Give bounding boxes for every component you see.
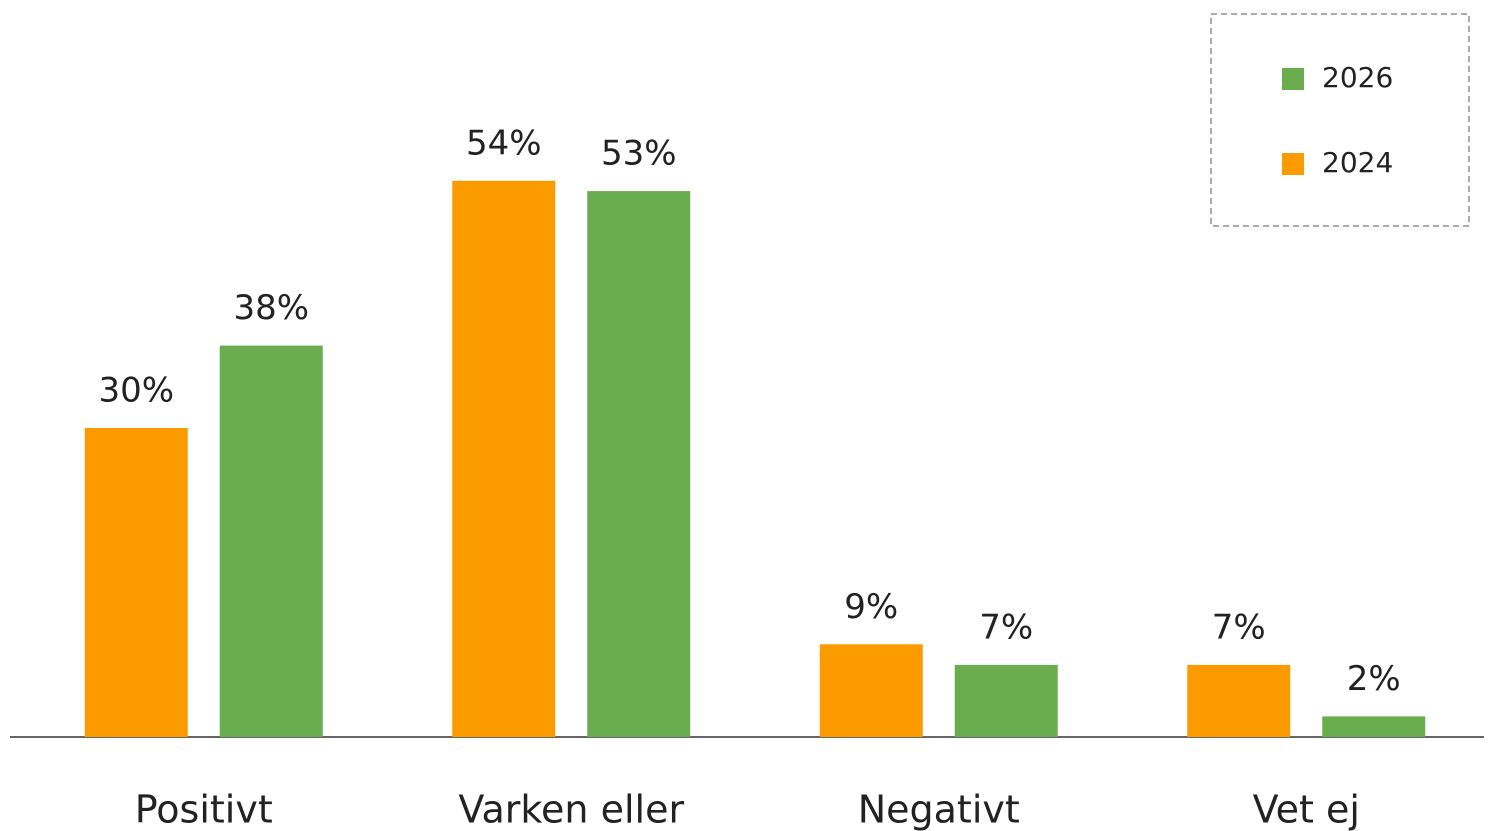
data-label: 38% [233,288,309,328]
data-label: 53% [601,134,677,174]
bar [819,644,923,737]
x-tick-label: Negativt [858,788,1020,831]
data-label: 30% [98,371,174,411]
bar [219,345,323,737]
bar [587,191,691,738]
legend-label: 2024 [1322,146,1393,179]
legend-swatch [1282,153,1304,175]
bar [954,664,1058,737]
bar [84,428,188,737]
x-tick-label: Positivt [135,788,273,831]
data-label: 2% [1347,659,1401,699]
legend-label: 2026 [1322,61,1393,94]
data-label: 7% [1212,607,1266,647]
x-tick-label: Varken eller [458,788,684,831]
bar [1187,664,1291,737]
x-tick-label: Vet ej [1253,788,1360,831]
data-label: 54% [466,123,542,163]
bar [452,180,556,738]
legend-swatch [1282,68,1304,90]
bar [1322,716,1426,737]
data-label: 9% [844,587,898,627]
legend-box [1210,13,1470,227]
data-label: 7% [979,607,1033,647]
